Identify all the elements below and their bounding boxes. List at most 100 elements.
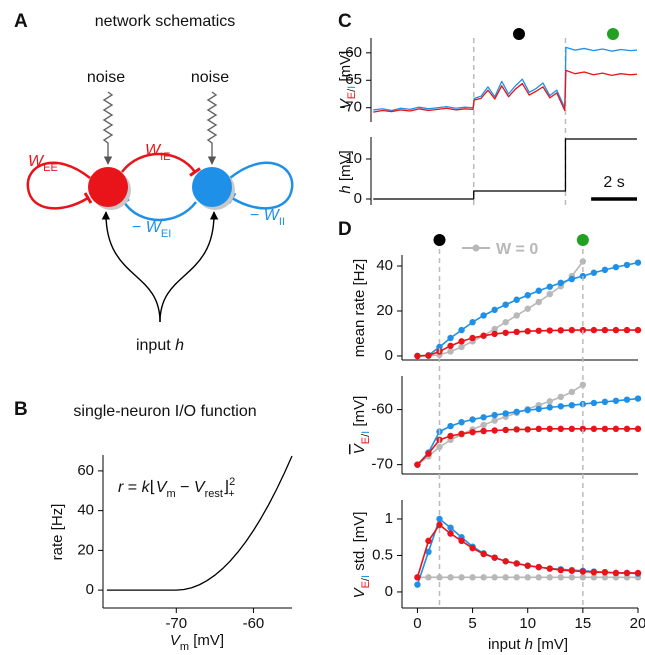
- data-point: [469, 544, 476, 552]
- annotation-part: V: [156, 479, 168, 496]
- x-label-part: input: [488, 636, 525, 653]
- data-point: [579, 425, 587, 433]
- data-point: [425, 548, 432, 556]
- data-point: [546, 290, 553, 298]
- weight-subscript: IE: [160, 151, 170, 163]
- input-arrow: [101, 211, 161, 323]
- data-point: [502, 574, 509, 581]
- data-point: [568, 275, 576, 283]
- y-label-part: std. [mV]: [351, 512, 368, 575]
- data-point: [623, 425, 631, 433]
- data-point: [458, 419, 465, 426]
- weight-subscript: II: [279, 216, 285, 228]
- annotation-part: 2: [229, 476, 235, 488]
- y-axis-label: VE/I [mV]: [337, 51, 358, 110]
- annotation-part: ⌋: [223, 479, 229, 496]
- data-point: [568, 326, 576, 334]
- data-point: [425, 574, 432, 581]
- data-point: [623, 569, 631, 577]
- data-point: [557, 327, 565, 334]
- x-axis-label: input h [mV]: [488, 636, 568, 653]
- data-point: [469, 416, 476, 423]
- data-point: [480, 312, 487, 319]
- annotation-part: k: [142, 479, 151, 496]
- data-point: [502, 329, 509, 336]
- y-tick-label: 20: [376, 302, 393, 319]
- y-tick-label: 0: [354, 190, 362, 207]
- weight-label: − WEI: [132, 219, 171, 240]
- data-point: [623, 326, 631, 334]
- data-point: [535, 405, 542, 413]
- y-label-part: I: [360, 575, 372, 578]
- data-point: [612, 574, 620, 581]
- series-line: [373, 69, 638, 113]
- data-point: [601, 569, 609, 576]
- data-point: [469, 319, 476, 326]
- panel-letter: B: [14, 399, 28, 420]
- weight-symbol: W: [28, 153, 45, 170]
- data-point: [524, 328, 531, 335]
- x-label-part: [mV]: [189, 632, 224, 649]
- x-tick-label: 15: [575, 615, 592, 632]
- y-tick-label: -60: [371, 401, 393, 418]
- weight-sign: −: [250, 207, 264, 224]
- data-point: [447, 422, 454, 430]
- data-point: [535, 563, 542, 571]
- data-point: [557, 403, 565, 410]
- input-symbol: h: [175, 337, 184, 354]
- y-label-part: E: [360, 581, 372, 588]
- noise-arrow: [102, 91, 114, 165]
- data-point: [568, 567, 576, 574]
- x-tick-label: 10: [519, 615, 536, 632]
- data-point: [491, 411, 498, 419]
- data-point: [568, 401, 576, 409]
- data-point: [524, 574, 531, 581]
- data-point: [612, 397, 620, 404]
- panel-letter: A: [14, 11, 28, 32]
- data-point: [414, 574, 421, 581]
- weight-subscript: EE: [43, 162, 58, 174]
- data-point: [447, 524, 454, 531]
- annotation-part: ⌊: [150, 479, 156, 496]
- y-label-part: V: [351, 586, 368, 598]
- data-point: [491, 325, 498, 333]
- series-line: [417, 261, 584, 357]
- input-label: input h: [136, 337, 184, 354]
- data-point: [535, 425, 542, 433]
- data-point: [513, 312, 520, 319]
- x-label-part: [mV]: [533, 636, 568, 653]
- data-point: [590, 574, 598, 581]
- y-tick-label: 60: [77, 462, 94, 479]
- data-point: [546, 404, 553, 411]
- y-axis-label: mean rate [Hz]: [351, 259, 368, 357]
- data-point: [491, 554, 498, 561]
- data-point: [557, 393, 565, 401]
- data-point: [436, 343, 443, 351]
- y-tick-label: 1: [385, 510, 393, 527]
- data-point: [458, 537, 465, 545]
- annotation-part: V: [194, 479, 206, 496]
- data-point: [480, 414, 487, 421]
- data-point: [590, 399, 598, 407]
- data-point: [579, 574, 587, 581]
- x-tick-label: 20: [630, 615, 645, 632]
- data-point: [513, 560, 520, 567]
- data-point: [634, 425, 642, 433]
- data-point: [447, 334, 454, 342]
- data-point: [535, 287, 542, 294]
- data-point: [469, 334, 476, 342]
- weight-label: WIE: [145, 142, 171, 163]
- data-point: [612, 263, 620, 271]
- series-line: [416, 384, 584, 466]
- data-point: [568, 574, 576, 581]
- data-point: [557, 566, 565, 574]
- weight-label: − WII: [250, 207, 285, 228]
- data-point: [447, 530, 454, 537]
- y-tick-label: 0: [86, 581, 94, 598]
- data-point: [590, 425, 598, 433]
- marker-dot: [576, 234, 589, 246]
- x-axis-label: Vm [mV]: [170, 632, 224, 653]
- data-point: [546, 327, 553, 334]
- data-point: [502, 558, 509, 565]
- data-point: [502, 426, 509, 434]
